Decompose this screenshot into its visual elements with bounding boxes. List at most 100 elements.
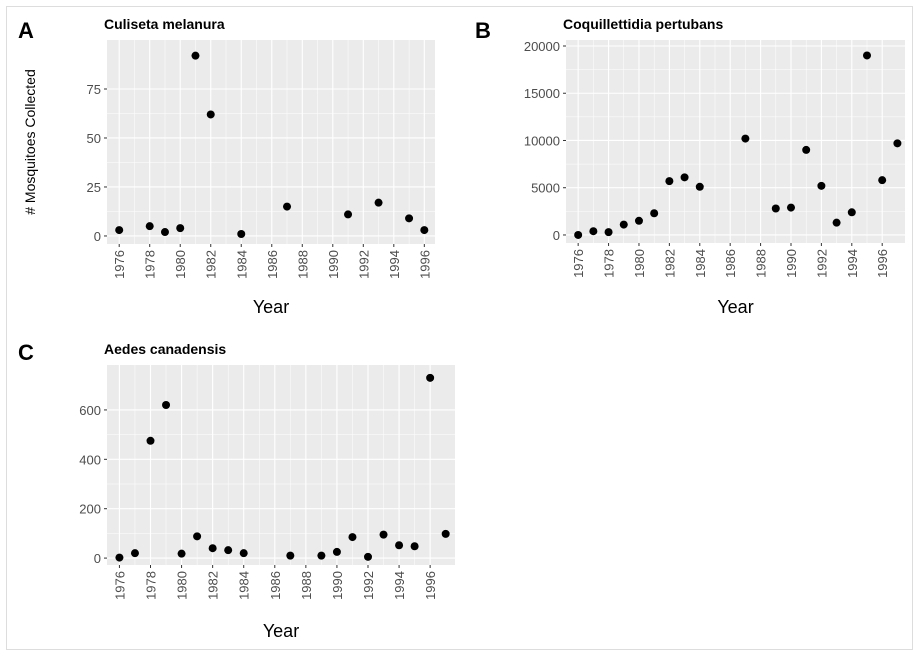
y-tick-label: 200 — [79, 502, 101, 517]
point — [589, 227, 598, 236]
x-tick-label: 1980 — [175, 571, 190, 600]
y-tick-label: 5000 — [531, 181, 560, 196]
x-tick-label: 1984 — [693, 249, 708, 278]
panel-tag: A — [18, 18, 34, 43]
point — [665, 177, 674, 186]
x-tick-label: 1996 — [417, 250, 432, 279]
x-tick-label: 1984 — [234, 250, 249, 279]
point — [802, 145, 811, 154]
x-tick-label: 1990 — [326, 250, 341, 279]
y-tick-label: 600 — [79, 403, 101, 418]
point — [420, 226, 429, 235]
x-tick-label: 1980 — [632, 249, 647, 278]
x-axis-label: Year — [253, 297, 289, 317]
point — [344, 210, 353, 219]
x-tick-label: 1988 — [754, 249, 769, 278]
point — [786, 203, 795, 212]
point — [771, 204, 780, 213]
point — [177, 549, 186, 558]
point — [441, 529, 450, 538]
point — [619, 220, 628, 229]
x-axis-label: Year — [263, 621, 299, 641]
point — [286, 551, 295, 560]
y-axis-label: # Mosquitoes Collected — [22, 69, 38, 215]
point — [208, 544, 217, 553]
x-tick-label: 1980 — [173, 250, 188, 279]
x-tick-label: 1976 — [112, 250, 127, 279]
x-tick-label: 1990 — [330, 571, 345, 600]
point — [395, 541, 404, 550]
panel-title: Coquillettidia pertubans — [563, 16, 723, 32]
panel-background — [566, 40, 905, 243]
y-tick-label: 0 — [553, 228, 560, 243]
point — [405, 214, 414, 223]
point — [283, 202, 292, 211]
x-tick-label: 1988 — [299, 571, 314, 600]
point — [379, 530, 388, 539]
point — [650, 209, 659, 218]
x-tick-label: 1978 — [602, 249, 617, 278]
x-tick-label: 1994 — [845, 249, 860, 278]
point — [634, 216, 643, 225]
point — [162, 401, 171, 409]
point — [224, 546, 233, 555]
point — [817, 181, 826, 190]
point — [115, 226, 124, 235]
y-tick-label: 75 — [87, 82, 101, 97]
x-tick-label: 1996 — [875, 249, 890, 278]
point — [604, 228, 613, 237]
point — [193, 532, 202, 541]
point — [426, 373, 435, 382]
x-tick-label: 1992 — [361, 571, 376, 600]
x-tick-label: 1982 — [204, 250, 219, 279]
frame — [6, 6, 913, 650]
x-tick-label: 1982 — [662, 249, 677, 278]
panel-tag: B — [475, 18, 491, 43]
x-tick-label: 1986 — [265, 250, 280, 279]
x-tick-label: 1986 — [723, 249, 738, 278]
x-tick-label: 1984 — [237, 571, 252, 600]
x-tick-label: 1990 — [784, 249, 799, 278]
x-tick-label: 1976 — [571, 249, 586, 278]
point — [893, 139, 902, 148]
x-tick-label: 1992 — [814, 249, 829, 278]
point — [332, 547, 341, 556]
point — [176, 224, 185, 233]
point — [832, 218, 841, 227]
y-tick-label: 10000 — [524, 133, 560, 148]
x-tick-label: 1986 — [268, 571, 283, 600]
y-tick-label: 0 — [94, 229, 101, 244]
point — [239, 549, 248, 558]
x-tick-label: 1978 — [144, 571, 159, 600]
point — [364, 552, 372, 561]
x-tick-label: 1976 — [112, 571, 127, 600]
point — [680, 173, 689, 182]
point — [741, 134, 750, 143]
panel-title: Culiseta melanura — [104, 16, 225, 32]
point — [374, 198, 383, 207]
x-tick-label: 1996 — [423, 571, 438, 600]
point — [160, 228, 169, 237]
point — [410, 542, 419, 551]
y-tick-label: 15000 — [524, 86, 560, 101]
x-tick-label: 1982 — [206, 571, 221, 600]
point — [878, 176, 887, 185]
y-tick-label: 25 — [87, 180, 101, 195]
x-tick-label: 1988 — [295, 250, 310, 279]
point — [115, 553, 124, 562]
y-tick-label: 50 — [87, 131, 101, 146]
y-tick-label: 20000 — [524, 39, 560, 54]
panel-background — [107, 40, 435, 244]
point — [237, 230, 246, 239]
point — [206, 110, 215, 119]
panel-title: Aedes canadensis — [104, 341, 226, 357]
point — [348, 533, 357, 542]
point — [146, 436, 155, 445]
x-tick-label: 1992 — [356, 250, 371, 279]
point — [847, 208, 856, 217]
point — [862, 51, 871, 60]
point — [145, 222, 154, 231]
point — [317, 551, 326, 560]
y-tick-label: 0 — [94, 551, 101, 566]
